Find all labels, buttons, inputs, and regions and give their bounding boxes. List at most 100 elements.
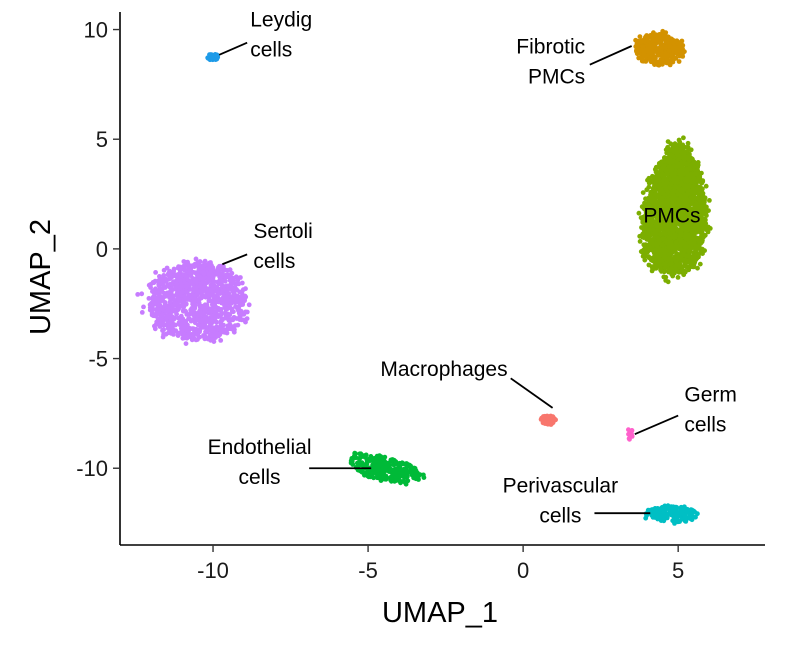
- leader-line-germ-cells: [634, 414, 679, 436]
- point: [181, 263, 187, 269]
- label-line: cells: [250, 38, 292, 61]
- point: [629, 434, 635, 439]
- point: [166, 330, 172, 336]
- point: [238, 275, 243, 280]
- point: [229, 287, 235, 293]
- point: [663, 45, 668, 50]
- point: [183, 334, 188, 339]
- point: [371, 459, 376, 465]
- point: [693, 230, 699, 235]
- point: [217, 277, 223, 283]
- point: [679, 180, 684, 186]
- point: [177, 322, 183, 327]
- point: [167, 268, 173, 274]
- point: [663, 202, 668, 208]
- point: [647, 255, 653, 261]
- point: [658, 267, 663, 273]
- point: [682, 515, 688, 521]
- point: [154, 306, 160, 312]
- point: [651, 185, 657, 191]
- cluster-macrophages: [538, 413, 558, 427]
- axes: -10 -5 0 5 10 5 0 -5 -10: [76, 12, 765, 583]
- point: [670, 172, 675, 178]
- label-line: cells: [239, 466, 281, 489]
- label-line: PMCs: [528, 66, 585, 89]
- point: [669, 52, 674, 58]
- point: [642, 216, 647, 222]
- point: [204, 303, 210, 309]
- point: [404, 474, 410, 479]
- point: [171, 332, 176, 337]
- point: [670, 248, 676, 254]
- y-tick-label: 0: [96, 237, 108, 262]
- point: [246, 302, 252, 308]
- y-tick-label: 5: [96, 127, 108, 152]
- point: [377, 462, 383, 468]
- point: [196, 273, 201, 279]
- point: [159, 313, 165, 318]
- point: [657, 182, 662, 187]
- label-germ-cells: Germ cells: [684, 383, 737, 436]
- point: [141, 304, 146, 310]
- point: [538, 417, 544, 422]
- point: [663, 255, 668, 261]
- point: [661, 214, 667, 219]
- point: [681, 135, 686, 141]
- point: [643, 206, 649, 212]
- point: [190, 269, 196, 275]
- point: [139, 291, 145, 297]
- point: [705, 229, 711, 235]
- point: [649, 237, 655, 243]
- point: [669, 37, 675, 42]
- point: [689, 190, 695, 196]
- point: [153, 286, 158, 292]
- point: [237, 302, 243, 307]
- point: [169, 324, 175, 329]
- point: [402, 480, 408, 485]
- point: [694, 164, 700, 170]
- point: [399, 461, 404, 467]
- point: [146, 296, 152, 301]
- point: [641, 58, 647, 64]
- label-line: Perivascular: [503, 474, 619, 497]
- point: [702, 248, 707, 254]
- point: [654, 219, 660, 225]
- point: [229, 297, 234, 303]
- point: [641, 235, 647, 241]
- point: [202, 260, 207, 265]
- point: [653, 32, 659, 38]
- point: [665, 189, 671, 195]
- point: [656, 177, 661, 183]
- point: [230, 324, 235, 330]
- points-layer: [135, 28, 713, 526]
- point: [700, 191, 705, 197]
- point: [235, 322, 241, 328]
- point: [214, 324, 220, 330]
- point: [639, 225, 644, 230]
- point: [215, 292, 221, 297]
- point: [667, 43, 672, 49]
- point: [661, 191, 667, 196]
- point: [180, 289, 186, 295]
- point: [542, 421, 548, 426]
- point: [219, 290, 224, 295]
- label-line: Macrophages: [380, 358, 507, 381]
- point: [687, 240, 693, 246]
- point: [670, 229, 676, 234]
- point: [552, 417, 558, 423]
- point: [197, 308, 203, 313]
- point: [181, 319, 187, 324]
- point: [175, 295, 181, 301]
- point: [211, 333, 216, 338]
- point: [673, 239, 679, 245]
- point: [661, 517, 667, 522]
- point: [411, 475, 416, 481]
- point: [650, 255, 656, 261]
- point: [691, 176, 697, 182]
- point: [186, 262, 191, 267]
- point: [176, 303, 182, 309]
- point: [693, 514, 698, 520]
- point: [225, 306, 230, 312]
- point: [646, 50, 652, 55]
- point: [697, 197, 702, 203]
